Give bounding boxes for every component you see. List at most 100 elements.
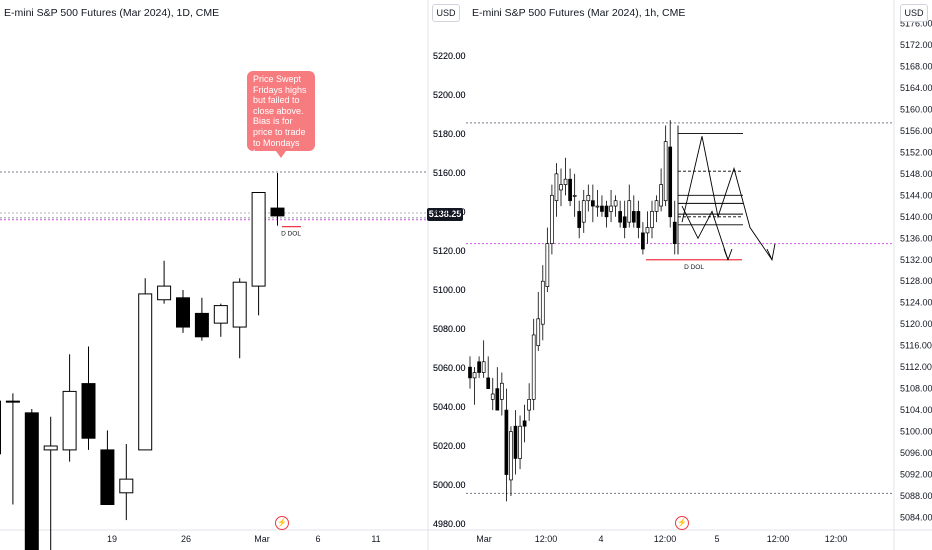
y-tick-label: 4980.00 [433, 519, 466, 529]
y-tick-label: 5040.00 [433, 402, 466, 412]
candle-body [24, 412, 39, 550]
lightning-icon[interactable]: ⚡ [275, 516, 289, 530]
y-tick-label: 5112.00 [900, 362, 932, 372]
x-tick-label: 5 [714, 534, 719, 544]
candle-body [119, 478, 134, 494]
candle-body [527, 399, 532, 411]
candle-body [472, 372, 477, 379]
x-tick-label: 19 [107, 534, 117, 544]
candle-body [513, 425, 518, 459]
left-chart-canvas[interactable]: 4980.00 5000.00 5020.00 5040.00 5060.00 5080.… [0, 0, 466, 550]
lightning-icon[interactable]: ⚡ [675, 516, 689, 530]
candle-body [100, 449, 115, 505]
candle-body [468, 366, 472, 379]
left-y-tick-label: 5060.00 [433, 363, 466, 373]
y-tick-label: 5120.00 [433, 246, 466, 256]
x-tick-label: 12:00 [654, 534, 677, 544]
annotation-callout[interactable]: Price Swept Fridays highs but failed to … [247, 71, 315, 158]
candle-body [545, 243, 550, 287]
right-chart-panel[interactable]: 4980.00 5000.00 5020.00 5040.00 5060.00 5080.… [433, 0, 932, 550]
y-tick-label: 5060.00 [433, 363, 466, 373]
left-chart-title: E-mini S&P 500 Futures (Mar 2024), 1D, C… [4, 7, 220, 19]
candle-body [618, 211, 622, 223]
x-tick-label: Mar [476, 534, 492, 544]
y-tick-label: 5092.00 [900, 470, 932, 480]
left-chart-panel[interactable]: 4980.00 5000.00 5020.00 5040.00 5060.00 5080.… [0, 0, 466, 550]
right-currency-label[interactable]: USD [900, 4, 928, 22]
candle-body [650, 211, 654, 228]
candle-body [554, 173, 559, 202]
candle-body [522, 420, 527, 427]
y-tick-label: 5144.00 [900, 190, 932, 200]
candle-body [595, 205, 600, 208]
candle-body [622, 216, 627, 228]
candle-body [251, 192, 266, 287]
y-tick-label: 5100.00 [900, 427, 932, 437]
y-tick-label: 5128.00 [900, 276, 932, 286]
y-tick-label: 5180.00 [433, 129, 466, 139]
candle-body [641, 232, 645, 250]
candle-body [659, 184, 663, 207]
left-y-tick-label: 5020.00 [433, 441, 466, 451]
candle-body [477, 361, 481, 373]
candle-body [5, 400, 20, 403]
y-tick-label: 5164.00 [900, 83, 932, 93]
y-tick-label: 5088.00 [900, 491, 932, 501]
arrow-head [723, 248, 733, 262]
y-tick-label: 5116.00 [900, 341, 932, 351]
arrow-head [766, 243, 776, 262]
x-tick-label: Mar [254, 534, 270, 544]
candle-body [213, 305, 228, 324]
candle-body [504, 409, 509, 475]
candle-body [176, 297, 190, 328]
candle-body [654, 200, 659, 212]
candle-body [531, 334, 536, 400]
left-y-tick-label: 5220.00 [433, 51, 466, 61]
y-tick-label: 5084.00 [900, 513, 932, 523]
y-tick-label: 5140.00 [900, 212, 932, 222]
candle-body [0, 400, 1, 455]
x-tick-label: 6 [315, 534, 320, 544]
x-tick-label: 11 [371, 534, 380, 544]
left-y-tick-label: 5120.00 [433, 246, 466, 256]
candle-body [509, 431, 513, 481]
x-tick-label: 12:00 [825, 534, 848, 544]
candle-body [631, 211, 636, 223]
candle-body [604, 205, 609, 218]
candle-body [609, 205, 613, 212]
candle-body [194, 312, 209, 338]
y-tick-label: 5108.00 [900, 384, 932, 394]
y-tick-label: 5200.00 [433, 90, 466, 100]
candle-body [568, 178, 572, 202]
y-tick-label: 5000.00 [433, 480, 466, 490]
candle-body [518, 425, 522, 459]
left-y-tick-label: 5140.00 [433, 207, 466, 217]
y-tick-label: 5132.00 [900, 255, 932, 265]
dol-label: D DOL [684, 264, 704, 271]
candle-body [672, 221, 677, 245]
left-currency-label[interactable]: USD [432, 4, 460, 22]
y-tick-label: 5120.00 [900, 319, 932, 329]
candle-body [613, 200, 618, 207]
y-tick-label: 5168.00 [900, 61, 932, 71]
candle-body [490, 393, 495, 400]
left-y-tick-label: 4980.00 [433, 519, 466, 529]
y-tick-label: 5160.00 [433, 168, 466, 178]
y-tick-label: 5104.00 [900, 405, 932, 415]
candle-body [590, 200, 595, 207]
candle-body [600, 205, 604, 212]
left-y-tick-label: 5200.00 [433, 90, 466, 100]
candle-body [668, 146, 673, 218]
candle-body [157, 285, 172, 301]
left-y-tick-label: 5000.00 [433, 480, 466, 490]
x-tick-label: 4 [598, 534, 603, 544]
candle-body [540, 280, 545, 325]
candle-body [577, 211, 582, 228]
candle-body [481, 361, 486, 373]
candle-body [81, 383, 96, 439]
candle-body [536, 318, 541, 347]
y-tick-label: 5176.00 [900, 19, 932, 29]
candle-body [138, 293, 153, 451]
right-chart-canvas[interactable]: 4980.00 5000.00 5020.00 5040.00 5060.00 5080.… [433, 0, 932, 550]
candle-body [645, 227, 650, 234]
